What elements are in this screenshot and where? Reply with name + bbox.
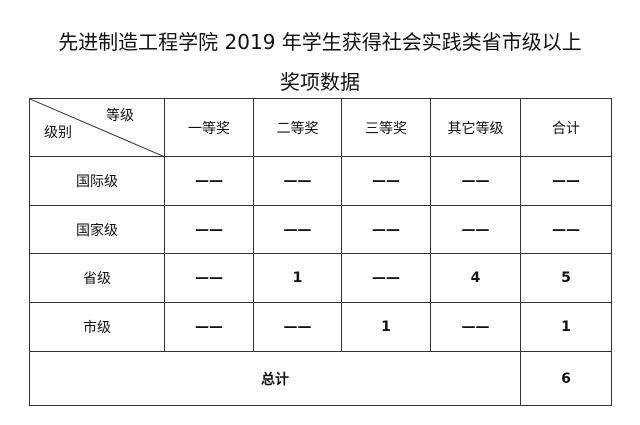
corner-cell: 等级 级别 bbox=[29, 98, 165, 157]
table-cell: 1 bbox=[253, 253, 342, 303]
awards-table: 等级 级别 一等奖 二等奖 三等奖 其它等级 合计 国际级 —— —— —— —… bbox=[29, 98, 612, 406]
header-cell: 其它等级 bbox=[430, 98, 521, 157]
corner-top-label: 等级 bbox=[106, 108, 134, 124]
row-label: 国际级 bbox=[29, 156, 165, 206]
table-cell: —— bbox=[430, 156, 521, 206]
title-line-2: 奖项数据 bbox=[280, 70, 360, 94]
header-row: 等级 级别 一等奖 二等奖 三等奖 其它等级 合计 bbox=[29, 98, 612, 157]
table-cell: —— bbox=[341, 205, 431, 254]
table-cell: —— bbox=[164, 302, 254, 352]
table-cell: —— bbox=[341, 253, 431, 303]
header-cell: 合计 bbox=[520, 98, 612, 157]
row-label: 市级 bbox=[29, 302, 165, 352]
total-row: 总计 6 bbox=[29, 351, 612, 406]
table-cell: —— bbox=[164, 156, 254, 206]
table-cell: —— bbox=[164, 253, 254, 303]
total-label: 总计 bbox=[29, 351, 521, 406]
row-label: 省级 bbox=[29, 253, 165, 303]
table-cell: —— bbox=[253, 205, 342, 254]
header-cell: 一等奖 bbox=[164, 98, 254, 157]
table-cell: 4 bbox=[430, 253, 521, 303]
table-cell: 1 bbox=[341, 302, 431, 352]
header-cell: 三等奖 bbox=[341, 98, 431, 157]
table-row: 国家级 —— —— —— —— —— bbox=[29, 205, 612, 254]
table-row: 市级 —— —— 1 —— 1 bbox=[29, 302, 612, 352]
table-cell: —— bbox=[164, 205, 254, 254]
table-cell: 5 bbox=[520, 253, 612, 303]
row-label: 国家级 bbox=[29, 205, 165, 254]
table-cell: —— bbox=[430, 302, 521, 352]
table-cell: —— bbox=[341, 156, 431, 206]
table-row: 国际级 —— —— —— —— —— bbox=[29, 156, 612, 206]
diagonal-line bbox=[30, 99, 165, 157]
total-value: 6 bbox=[520, 351, 612, 406]
table-row: 省级 —— 1 —— 4 5 bbox=[29, 253, 612, 303]
table-cell: —— bbox=[253, 302, 342, 352]
header-cell: 二等奖 bbox=[253, 98, 342, 157]
title-line-1: 先进制造工程学院 2019 年学生获得社会实践类省市级以上 bbox=[58, 30, 582, 54]
table-cell: 1 bbox=[520, 302, 612, 352]
table-cell: —— bbox=[430, 205, 521, 254]
table-cell: —— bbox=[520, 156, 612, 206]
table-cell: —— bbox=[520, 205, 612, 254]
table-cell: —— bbox=[253, 156, 342, 206]
corner-bottom-label: 级别 bbox=[44, 125, 72, 141]
